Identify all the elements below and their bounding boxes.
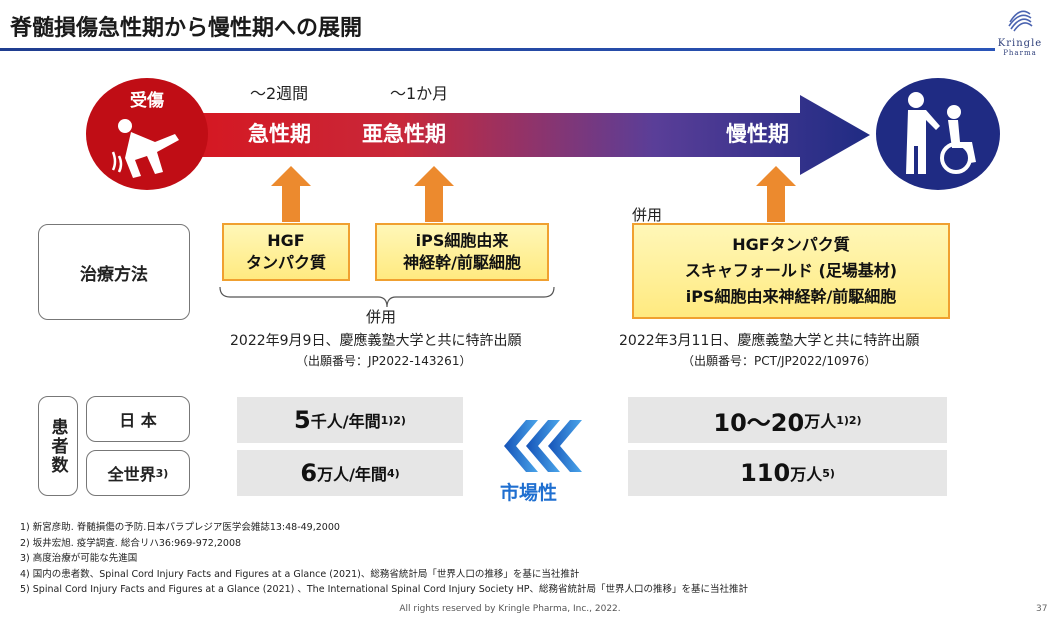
treatment-ips-line1: iPS細胞由来 — [415, 231, 509, 250]
stat-world-chronic-value: 110 — [740, 459, 791, 487]
stat-japan-chronic-value: 10～20 — [713, 408, 805, 437]
acute-duration: ～2週間 — [250, 84, 309, 103]
patent-left-number: （出願番号：JP2022-143261） — [296, 354, 472, 368]
logo-name: Kringle — [997, 38, 1043, 49]
patent-right-text: 2022年3月11日、慶應義塾大学と共に特許出願 — [619, 333, 920, 349]
phase-acute: 急性期 — [248, 122, 311, 146]
patients-row-label: 患者数 — [38, 396, 78, 496]
treatment-chronic-line2: スキャフォールド (足場基材) — [684, 261, 898, 280]
chronic-circle — [876, 78, 1000, 190]
copyright: All rights reserved by Kringle Pharma, I… — [399, 604, 621, 614]
combo-bracket — [219, 286, 555, 308]
phase-subacute: 亜急性期 — [362, 122, 446, 146]
footnote-1: 1) 新宮彦助. 脊髄損傷の予防.日本パラプレジア医学会雑誌13:48-49,2… — [20, 522, 340, 533]
stat-world-acute-sup: 4) — [386, 466, 400, 480]
footnotes: 1) 新宮彦助. 脊髄損傷の予防.日本パラプレジア医学会雑誌13:48-49,2… — [20, 520, 748, 598]
patent-right-number: （出願番号：PCT/JP2022/10976） — [682, 354, 877, 368]
subacute-duration: ～1か月 — [390, 84, 449, 103]
stat-japan-chronic: 10～20 万人 1)2) — [628, 397, 947, 443]
timeline-arrow — [150, 95, 870, 175]
injury-label: 受傷 — [130, 91, 164, 111]
combo-label-right: 併用 — [632, 206, 663, 224]
stat-world-acute-value: 6 — [300, 459, 318, 487]
footnote-4: 4) 国内の患者数、Spinal Cord Injury Facts and F… — [20, 568, 580, 580]
kringle-logo-icon — [1008, 10, 1033, 32]
up-arrow-chronic — [756, 166, 796, 222]
footnote-5: 5) Spinal Cord Injury Facts and Figures … — [20, 584, 748, 595]
treatment-chronic-line3: iPS細胞由来神経幹/前駆細胞 — [685, 287, 897, 306]
stat-japan-acute-unit: 千人/年間 — [310, 412, 381, 431]
stat-world-acute-unit: 万人/年間 — [317, 465, 387, 484]
logo-sub: Pharma — [1003, 49, 1037, 57]
page-number: 37 — [1036, 604, 1048, 614]
treatment-chronic-line1: HGFタンパク質 — [732, 235, 850, 254]
treatment-hgf-line1: HGF — [267, 231, 305, 250]
treatment-box-ips: iPS細胞由来 神経幹/前駆細胞 — [375, 223, 549, 281]
up-arrow-hgf — [271, 166, 311, 222]
stat-japan-chronic-unit: 万人 — [804, 412, 837, 431]
combo-label-left: 併用 — [366, 308, 397, 326]
region-world: 全世界 3) — [86, 450, 190, 496]
region-world-text: 全世界 — [107, 465, 156, 484]
up-arrow-ips — [414, 166, 454, 222]
treatment-hgf-line2: タンパク質 — [245, 253, 326, 272]
market-label: 市場性 — [500, 482, 558, 504]
stat-japan-acute: 5 千人/年間 1)2) — [237, 397, 463, 443]
treatment-ips-line2: 神経幹/前駆細胞 — [403, 253, 521, 272]
title-underline — [0, 48, 995, 51]
region-world-sup: 3) — [155, 466, 169, 480]
wheelchair-caregiver-icon — [906, 92, 976, 174]
patent-left-text: 2022年9月9日、慶應義塾大学と共に特許出願 — [230, 333, 522, 349]
phase-chronic: 慢性期 — [726, 122, 789, 146]
injury-circle — [86, 78, 208, 190]
region-japan: 日 本 — [86, 396, 190, 442]
treatment-row-label: 治療方法 — [38, 224, 190, 320]
stat-japan-acute-value: 5 — [294, 406, 311, 434]
footnote-3: 3) 高度治療が可能な先進国 — [20, 553, 138, 564]
footnote-2: 2) 坂井宏旭. 疫学調査. 総合リハ36:969-972,2008 — [20, 537, 242, 549]
stat-world-chronic-sup: 5) — [822, 466, 835, 480]
stat-world-chronic-unit: 万人 — [790, 465, 823, 484]
stat-japan-chronic-sup: 1)2) — [836, 413, 862, 427]
market-chevrons-icon — [504, 420, 582, 472]
treatment-box-hgf: HGF タンパク質 — [222, 223, 350, 281]
company-logo: Kringle Pharma — [985, 4, 1055, 64]
treatment-box-chronic: HGFタンパク質 スキャフォールド (足場基材) iPS細胞由来神経幹/前駆細胞 — [632, 223, 950, 319]
page-title: 脊髄損傷急性期から慢性期への展開 — [10, 16, 363, 41]
stat-world-acute: 6 万人/年間 4) — [237, 450, 463, 496]
falling-person-icon — [111, 119, 179, 178]
stat-japan-acute-sup: 1)2) — [380, 413, 406, 427]
stat-world-chronic: 110 万人 5) — [628, 450, 947, 496]
